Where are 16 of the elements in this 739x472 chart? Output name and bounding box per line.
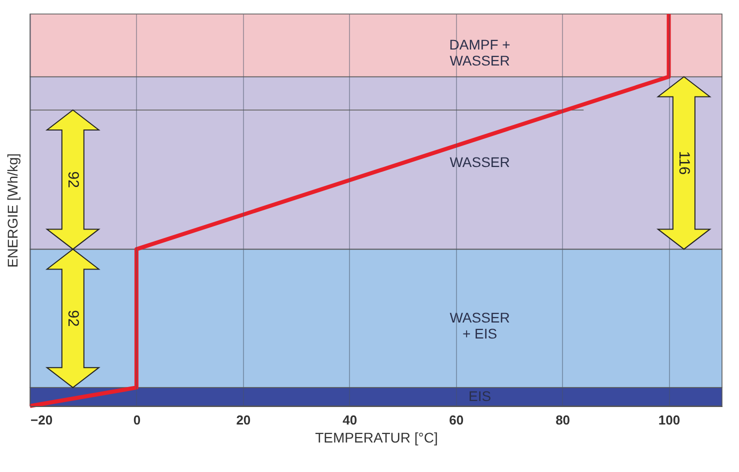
x-tick-label: 0 (133, 412, 141, 428)
annotation: 92 (64, 171, 82, 188)
band-label: WASSER + EIS (450, 309, 510, 342)
band-label: WASSER (450, 154, 510, 170)
x-tick-label: 100 (658, 412, 680, 428)
band-label: DAMPF + WASSER (449, 36, 510, 68)
x-tick-label: 60 (449, 412, 464, 428)
y-axis-title: ENERGIE [Wh/kg] (4, 153, 20, 268)
band-label: EIS (468, 388, 492, 404)
x-tick-label: −20 (30, 412, 53, 428)
x-tick-label: 20 (236, 412, 251, 428)
x-axis-title: TEMPERATUR [°C] (315, 430, 438, 446)
annotation: 92 (64, 310, 82, 327)
annotation: 116 (675, 151, 692, 175)
x-tick-label: 80 (556, 412, 570, 428)
x-tick-label: 40 (342, 412, 358, 428)
